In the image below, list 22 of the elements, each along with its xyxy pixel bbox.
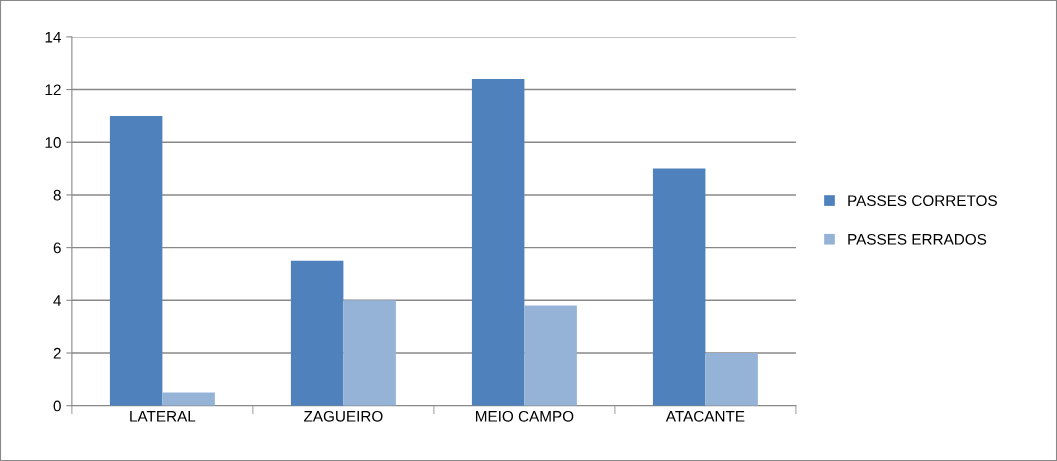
y-tick-label: 4 — [53, 295, 62, 306]
x-tick-label: ZAGUEIRO — [303, 410, 383, 422]
y-tick-label: 10 — [45, 137, 61, 148]
bar — [109, 115, 163, 406]
bar — [343, 300, 396, 406]
legend-label: PASSES ERRADOS — [848, 233, 987, 245]
y-tick-label: 14 — [45, 31, 62, 43]
bar — [290, 260, 344, 406]
x-tick-label: ATACANTE — [665, 410, 745, 422]
bar — [471, 79, 525, 406]
bar — [652, 168, 706, 406]
y-tick-label: 8 — [53, 189, 61, 201]
bar — [162, 392, 215, 406]
x-tick-label: MEIO CAMPO — [476, 410, 574, 422]
bar — [524, 305, 577, 406]
y-tick-label: 6 — [53, 242, 61, 254]
y-tick-label: 12 — [45, 84, 61, 96]
y-tick-label: 0 — [53, 400, 61, 412]
x-tick-label: LATERAL — [130, 411, 196, 422]
bar — [705, 352, 758, 406]
y-tick-label: 2 — [53, 347, 61, 359]
legend-label: PASSES CORRETOS — [848, 195, 997, 207]
